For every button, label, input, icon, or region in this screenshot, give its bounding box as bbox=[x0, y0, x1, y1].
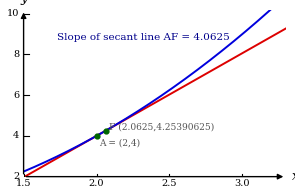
Text: 4: 4 bbox=[13, 131, 19, 140]
Text: 6: 6 bbox=[13, 91, 19, 100]
Text: 2.0: 2.0 bbox=[89, 179, 104, 188]
Text: Slope of secant line AF = 4.0625: Slope of secant line AF = 4.0625 bbox=[57, 33, 230, 42]
Text: A = (2,4): A = (2,4) bbox=[99, 138, 141, 147]
Text: y: y bbox=[20, 0, 27, 5]
Text: F (2.0625,4.25390625): F (2.0625,4.25390625) bbox=[109, 123, 214, 132]
Text: x: x bbox=[292, 170, 295, 183]
Text: 10: 10 bbox=[7, 9, 19, 18]
Text: 2.5: 2.5 bbox=[162, 179, 177, 188]
Text: 8: 8 bbox=[13, 50, 19, 59]
Text: 1.5: 1.5 bbox=[16, 179, 31, 188]
Text: 2: 2 bbox=[13, 172, 19, 181]
Text: 3.0: 3.0 bbox=[235, 179, 250, 188]
